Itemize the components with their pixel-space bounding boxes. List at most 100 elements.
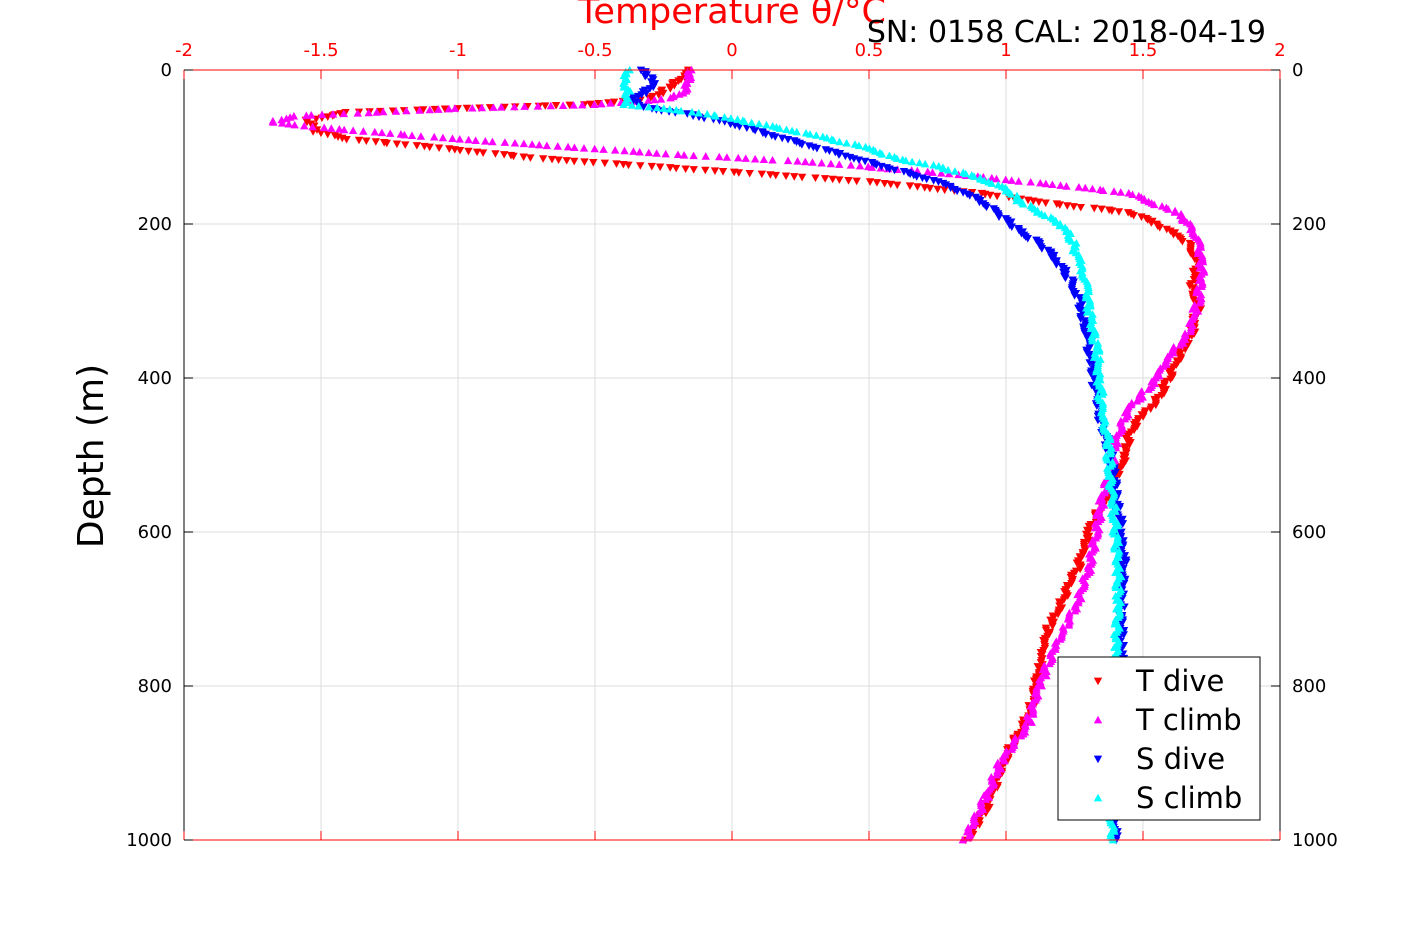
y-tick-label-left: 800 (138, 676, 172, 697)
data-point (1001, 175, 1010, 184)
data-point (929, 160, 938, 169)
data-point (610, 146, 620, 154)
data-point (1046, 616, 1055, 625)
data-point (392, 140, 402, 149)
data-point (652, 149, 661, 157)
data-point (1078, 551, 1088, 559)
data-point (661, 149, 670, 158)
data-point (541, 102, 550, 110)
data-point (1185, 282, 1194, 290)
data-point (1117, 528, 1126, 537)
data-point (905, 182, 915, 190)
data-point (1037, 681, 1046, 690)
x-tick-label: -1 (449, 40, 467, 61)
data-point (1114, 513, 1123, 522)
data-point (1051, 218, 1060, 226)
data-point (644, 148, 654, 157)
data-point (854, 156, 864, 165)
data-point (1070, 606, 1080, 615)
data-point (1040, 211, 1050, 220)
data-point (842, 138, 851, 147)
y-axis-label: Depth (m) (71, 364, 112, 548)
data-point (590, 100, 599, 109)
data-point (992, 770, 1001, 779)
data-point (634, 101, 643, 110)
data-point (689, 151, 698, 160)
data-point (1053, 610, 1063, 619)
data-point (1076, 203, 1085, 212)
data-point (768, 156, 777, 164)
data-point (655, 163, 665, 172)
data-point (547, 155, 557, 164)
data-point (886, 180, 895, 189)
data-point (1055, 201, 1065, 209)
data-point (940, 186, 949, 195)
data-point (497, 103, 506, 111)
data-point (652, 103, 662, 112)
data-point (425, 105, 434, 114)
data-point (625, 86, 635, 95)
legend-label: T climb (1135, 703, 1242, 737)
data-point (558, 101, 568, 109)
data-point (740, 117, 749, 126)
data-point (1041, 626, 1051, 635)
data-point (1126, 428, 1136, 437)
data-point (985, 803, 994, 812)
data-point (1116, 188, 1125, 196)
data-point (342, 135, 351, 144)
data-point (787, 126, 797, 135)
data-point (425, 143, 434, 152)
data-point (1176, 355, 1186, 363)
data-point (1064, 621, 1074, 629)
data-point (741, 154, 750, 162)
data-point (1029, 710, 1038, 718)
legend-label: S climb (1136, 781, 1242, 815)
data-point (526, 154, 535, 162)
data-point (402, 106, 411, 115)
data-point (1007, 176, 1016, 184)
data-point (597, 99, 606, 108)
y-tick-label-right: 1000 (1292, 830, 1338, 851)
data-point (551, 101, 561, 110)
data-point (1111, 507, 1120, 515)
data-point (478, 149, 488, 157)
x-tick-label: -1.5 (303, 40, 338, 61)
data-point (519, 139, 529, 148)
data-point (687, 107, 697, 116)
data-point (562, 157, 571, 165)
data-point (386, 129, 395, 137)
data-point (781, 172, 791, 181)
data-point (1188, 251, 1197, 259)
data-point (771, 171, 780, 180)
data-point (1118, 520, 1128, 528)
data-point (812, 144, 822, 153)
data-point (718, 168, 728, 176)
data-point (759, 155, 769, 164)
data-point (650, 95, 659, 104)
y-tick-label-left: 0 (161, 60, 172, 81)
data-point (673, 150, 683, 159)
data-point (808, 158, 817, 166)
data-point (944, 169, 954, 178)
data-point (471, 136, 480, 144)
axes (183, 69, 1281, 841)
data-point (666, 85, 675, 93)
data-point (370, 127, 380, 136)
data-point (1138, 413, 1148, 421)
data-point (278, 119, 287, 127)
data-point (1082, 308, 1092, 316)
data-point (1195, 263, 1204, 272)
data-point (1107, 207, 1117, 215)
data-point (364, 108, 373, 117)
data-point (407, 131, 417, 140)
data-point (1052, 261, 1061, 269)
data-point (754, 119, 764, 128)
y-tick-label-left: 1000 (126, 830, 172, 851)
data-point (1166, 375, 1175, 384)
data-point (644, 102, 654, 111)
legend-marker (1093, 793, 1103, 802)
data-point (1023, 234, 1032, 243)
data-point (627, 101, 637, 109)
data-point (656, 95, 666, 103)
data-point (1149, 200, 1159, 209)
